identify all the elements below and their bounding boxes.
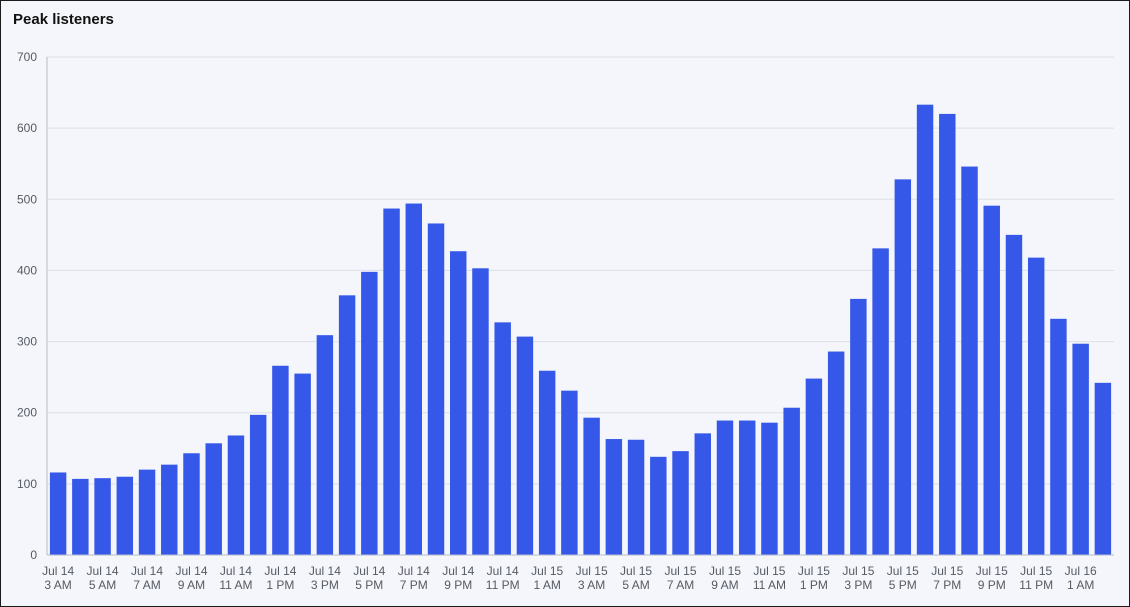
bar	[406, 204, 422, 555]
x-tick-label: Jul 147 PM	[398, 564, 430, 592]
x-tick-label: Jul 159 AM	[709, 564, 741, 592]
bar	[872, 248, 888, 555]
bar	[1028, 258, 1044, 555]
bar	[984, 206, 1000, 555]
bar	[717, 421, 733, 555]
bar	[917, 105, 933, 555]
x-tick-label: Jul 143 AM	[42, 564, 74, 592]
bar	[472, 268, 488, 555]
x-tick-label: Jul 159 PM	[976, 564, 1008, 592]
bar	[205, 443, 221, 555]
x-tick-label: Jul 147 AM	[131, 564, 163, 592]
bar	[783, 408, 799, 555]
bar	[895, 179, 911, 555]
bar	[383, 209, 399, 555]
y-tick-label: 0	[30, 548, 37, 562]
x-tick-label: Jul 151 AM	[531, 564, 563, 592]
bar	[1006, 235, 1022, 555]
y-tick-label: 600	[17, 121, 37, 135]
x-tick-label: Jul 1511 AM	[753, 564, 786, 592]
x-tick-label: Jul 1411 PM	[486, 564, 520, 592]
x-tick-label: Jul 153 PM	[842, 564, 874, 592]
bar	[583, 418, 599, 555]
y-tick-label: 100	[17, 477, 37, 491]
bar	[828, 352, 844, 555]
bar	[806, 379, 822, 555]
x-tick-label: Jul 155 AM	[620, 564, 652, 592]
bar	[517, 337, 533, 555]
bar	[628, 440, 644, 555]
x-tick-label: Jul 143 PM	[309, 564, 341, 592]
bar	[228, 435, 244, 555]
x-tick-label: Jul 145 AM	[87, 564, 119, 592]
bar	[317, 335, 333, 555]
bar	[294, 374, 310, 555]
bar	[428, 223, 444, 555]
x-tick-label: Jul 151 PM	[798, 564, 830, 592]
bar	[539, 371, 555, 555]
x-tick-label: Jul 149 AM	[175, 564, 207, 592]
bar	[1072, 344, 1088, 555]
bar	[94, 478, 110, 555]
x-axis-ticks: Jul 143 AM Jul 145 AM Jul 147 AM Jul 149 AM…	[42, 564, 1097, 592]
x-tick-label: Jul 1511 PM	[1019, 564, 1053, 592]
bar	[961, 167, 977, 555]
x-tick-label: Jul 1411 AM	[219, 564, 252, 592]
bar	[850, 299, 866, 555]
bar	[72, 479, 88, 555]
bars	[50, 105, 1111, 555]
bar	[139, 470, 155, 555]
bar	[450, 251, 466, 555]
x-tick-label: Jul 155 PM	[887, 564, 919, 592]
bar	[739, 421, 755, 555]
bar	[50, 472, 66, 555]
bar	[695, 433, 711, 555]
x-tick-label: Jul 141 PM	[264, 564, 296, 592]
bar	[1095, 383, 1111, 555]
x-tick-label: Jul 161 AM	[1065, 564, 1097, 592]
x-tick-label: Jul 157 PM	[931, 564, 963, 592]
bar	[761, 423, 777, 555]
y-tick-label: 500	[17, 192, 37, 206]
bar	[650, 457, 666, 555]
y-tick-label: 400	[17, 263, 37, 277]
y-tick-label: 300	[17, 335, 37, 349]
y-tick-label: 700	[17, 50, 37, 64]
bar	[272, 366, 288, 555]
x-tick-label: Jul 153 AM	[576, 564, 608, 592]
bar	[250, 415, 266, 555]
bar	[606, 439, 622, 555]
x-tick-label: Jul 149 PM	[442, 564, 474, 592]
bar	[161, 465, 177, 555]
bar	[939, 114, 955, 555]
bar	[561, 391, 577, 555]
bar	[183, 453, 199, 555]
bar	[1050, 319, 1066, 555]
bar	[672, 451, 688, 555]
y-axis-ticks: 0 100 200 300 400 500 600 700	[17, 50, 37, 562]
bar	[339, 295, 355, 555]
y-tick-label: 200	[17, 406, 37, 420]
bar	[361, 272, 377, 555]
bar	[494, 322, 510, 555]
x-tick-label: Jul 145 PM	[353, 564, 385, 592]
x-tick-label: Jul 157 AM	[665, 564, 697, 592]
bar	[117, 477, 133, 555]
